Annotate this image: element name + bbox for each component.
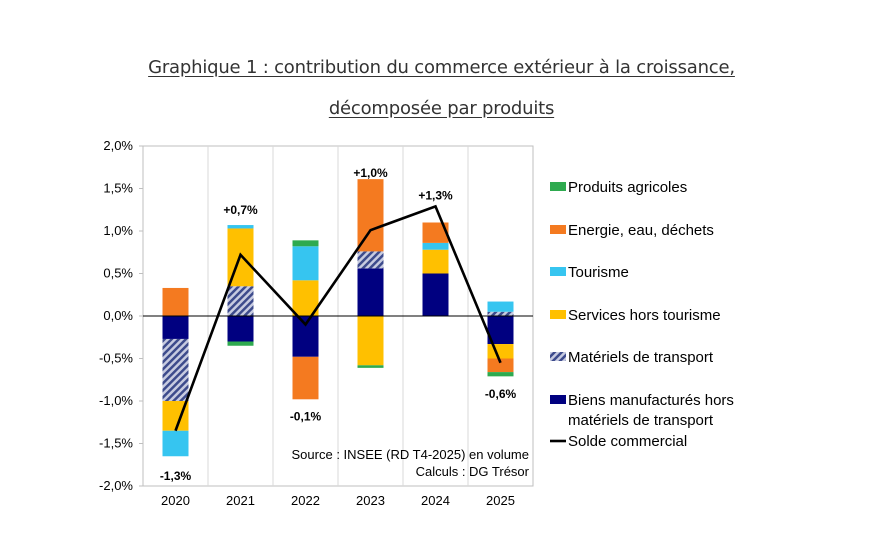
x-tick-label: 2021 bbox=[226, 493, 255, 508]
bar-biens-manufactures-hors-materiels-de-transport-2022 bbox=[292, 316, 319, 357]
legend-swatch-energie-eau-dechets bbox=[550, 225, 566, 234]
bar-produits-agricoles-2023 bbox=[357, 365, 384, 368]
legend-swatch-materiels-de-transport bbox=[550, 352, 566, 361]
data-label-2020: -1,3% bbox=[160, 469, 192, 483]
y-tick-label: -0,5% bbox=[99, 351, 133, 366]
y-tick-label: 1,5% bbox=[103, 181, 133, 196]
legend-swatch-tourisme bbox=[550, 267, 566, 276]
y-tick-label: 0,0% bbox=[103, 308, 133, 323]
source-line-2: Calculs : DG Trésor bbox=[416, 464, 530, 479]
bar-services-hors-tourisme-2023 bbox=[357, 316, 384, 366]
bar-tourisme-2024 bbox=[422, 242, 449, 250]
bar-energie-eau-dechets-2020 bbox=[162, 287, 189, 316]
y-tick-label: 2,0% bbox=[103, 138, 133, 153]
x-tick-label: 2023 bbox=[356, 493, 385, 508]
chart-title-line-1: Graphique 1 : contribution du commerce e… bbox=[148, 57, 735, 78]
bar-materiels-de-transport-2023 bbox=[357, 251, 384, 269]
legend-label-biens-manufactures-hors-materiels-de-transport: Biens manufacturés hors bbox=[568, 392, 734, 409]
y-tick-label: 0,5% bbox=[103, 266, 133, 281]
legend-swatch-biens-manufactures-hors-materiels-de-transport bbox=[550, 395, 566, 404]
legend-swatch-produits-agricoles bbox=[550, 182, 566, 191]
data-label-2025: -0,6% bbox=[485, 387, 517, 401]
bar-tourisme-2025 bbox=[487, 301, 514, 312]
bar-biens-manufactures-hors-materiels-de-transport-2021 bbox=[227, 316, 254, 342]
legend-label-biens-manufactures-hors-materiels-de-transport: matériels de transport bbox=[568, 412, 714, 429]
bar-tourisme-2022 bbox=[292, 246, 319, 281]
y-tick-label: 1,0% bbox=[103, 223, 133, 238]
source-line-1: Source : INSEE (RD T4-2025) en volume bbox=[292, 447, 529, 462]
bar-materiels-de-transport-2025 bbox=[487, 311, 514, 316]
legend-label-energie-eau-dechets: Energie, eau, déchets bbox=[568, 222, 714, 239]
bar-services-hors-tourisme-2025 bbox=[487, 344, 514, 359]
bar-materiels-de-transport-2020 bbox=[162, 338, 189, 401]
bar-produits-agricoles-2022 bbox=[292, 240, 319, 247]
data-label-2023: +1,0% bbox=[353, 166, 388, 180]
x-tick-label: 2024 bbox=[421, 493, 450, 508]
bar-biens-manufactures-hors-materiels-de-transport-2023 bbox=[357, 268, 384, 316]
bar-biens-manufactures-hors-materiels-de-transport-2024 bbox=[422, 273, 449, 316]
y-tick-label: -1,5% bbox=[99, 436, 133, 451]
bar-tourisme-2020 bbox=[162, 430, 189, 457]
bar-services-hors-tourisme-2024 bbox=[422, 249, 449, 274]
bar-materiels-de-transport-2021 bbox=[227, 286, 254, 316]
chart-title-line-2: décomposée par produits bbox=[328, 98, 555, 119]
bar-energie-eau-dechets-2024 bbox=[422, 222, 449, 243]
bar-energie-eau-dechets-2023 bbox=[357, 179, 384, 252]
legend-label-solde-commercial: Solde commercial bbox=[568, 433, 687, 450]
y-tick-label: -1,0% bbox=[99, 393, 133, 408]
x-tick-label: 2020 bbox=[161, 493, 190, 508]
bar-energie-eau-dechets-2025 bbox=[487, 358, 514, 373]
legend-label-tourisme: Tourisme bbox=[568, 264, 629, 281]
bar-produits-agricoles-2021 bbox=[227, 341, 254, 346]
bar-energie-eau-dechets-2022 bbox=[292, 356, 319, 400]
legend-label-services-hors-tourisme: Services hors tourisme bbox=[568, 307, 721, 324]
x-tick-label: 2022 bbox=[291, 493, 320, 508]
y-tick-label: -2,0% bbox=[99, 478, 133, 493]
data-label-2024: +1,3% bbox=[418, 188, 453, 202]
data-label-2021: +0,7% bbox=[223, 203, 258, 217]
bar-tourisme-2021 bbox=[227, 225, 254, 229]
data-label-2022: -0,1% bbox=[290, 409, 322, 423]
bar-biens-manufactures-hors-materiels-de-transport-2020 bbox=[162, 316, 189, 339]
legend-label-materiels-de-transport: Matériels de transport bbox=[568, 349, 714, 366]
x-tick-label: 2025 bbox=[486, 493, 515, 508]
legend-label-produits-agricoles: Produits agricoles bbox=[568, 179, 687, 196]
bar-produits-agricoles-2025 bbox=[487, 372, 514, 377]
legend-swatch-services-hors-tourisme bbox=[550, 310, 566, 319]
solde-commercial-line bbox=[174, 204, 502, 432]
